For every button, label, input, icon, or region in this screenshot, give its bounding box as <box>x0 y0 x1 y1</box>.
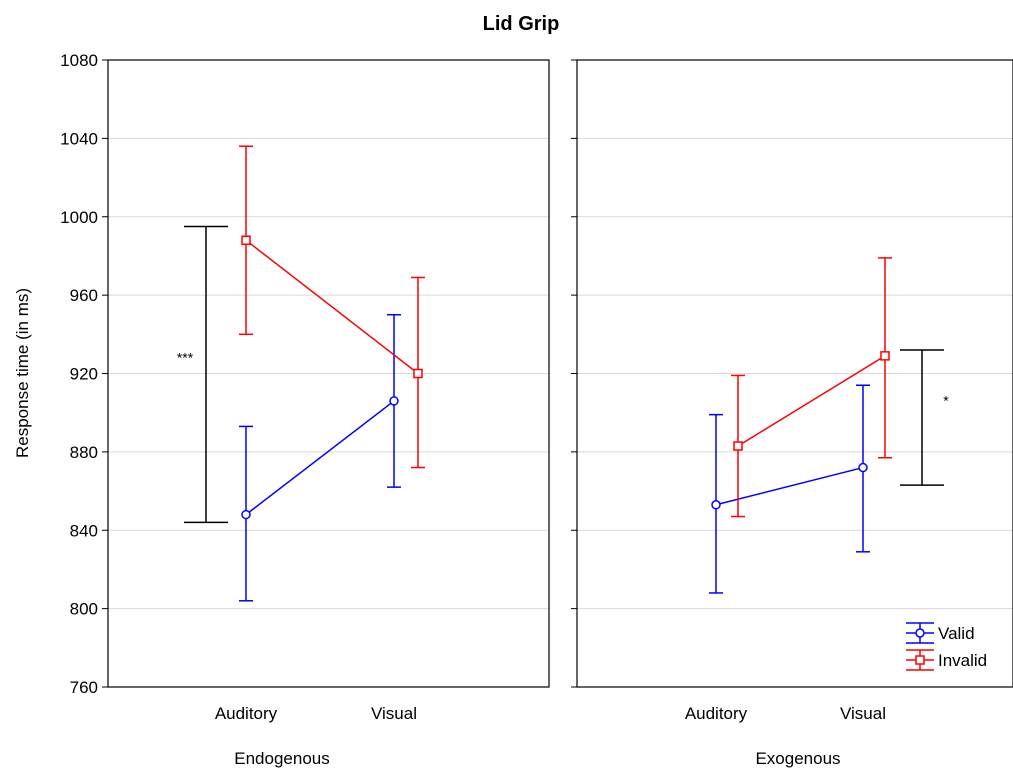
significance-label: * <box>943 393 949 409</box>
data-point <box>241 509 251 520</box>
y-axis-label: Response time (in ms) <box>13 288 32 458</box>
y-tick-label: 840 <box>70 521 98 540</box>
x-tick-label: Visual <box>371 704 417 723</box>
x-tick-label: Visual <box>840 704 886 723</box>
y-tick-label: 880 <box>70 443 98 462</box>
panel-label: Exogenous <box>755 749 840 768</box>
y-tick-label: 760 <box>70 678 98 697</box>
legend-marker <box>915 655 925 665</box>
data-point <box>711 500 721 510</box>
data-point <box>241 235 251 246</box>
y-tick-label: 960 <box>70 286 98 305</box>
series-line-valid <box>715 466 864 506</box>
y-tick-label: 1000 <box>60 208 98 227</box>
y-tick-label: 800 <box>70 600 98 619</box>
legend-label: Valid <box>938 624 975 643</box>
panel-label: Endogenous <box>234 749 329 768</box>
significance-label: *** <box>177 349 194 365</box>
y-tick-label: 1040 <box>60 129 98 148</box>
series-line-invalid <box>737 355 886 447</box>
data-point <box>413 368 423 379</box>
series-line-valid <box>245 400 395 516</box>
y-tick-label: 1080 <box>60 51 98 70</box>
data-point <box>733 441 743 451</box>
data-point <box>389 396 399 406</box>
chart-title: Lid Grip <box>483 13 560 35</box>
legend-label: Invalid <box>938 651 987 670</box>
legend-marker <box>915 628 925 638</box>
data-point <box>880 351 890 361</box>
data-point <box>858 462 868 473</box>
y-tick-label: 920 <box>70 365 98 384</box>
x-tick-label: Auditory <box>215 704 278 723</box>
chart-panels: 760 800 840 880 920 960 1000 1040 1080 Auditory Vi… <box>60 51 1013 768</box>
x-tick-label: Auditory <box>685 704 748 723</box>
series-line-invalid <box>245 239 419 375</box>
